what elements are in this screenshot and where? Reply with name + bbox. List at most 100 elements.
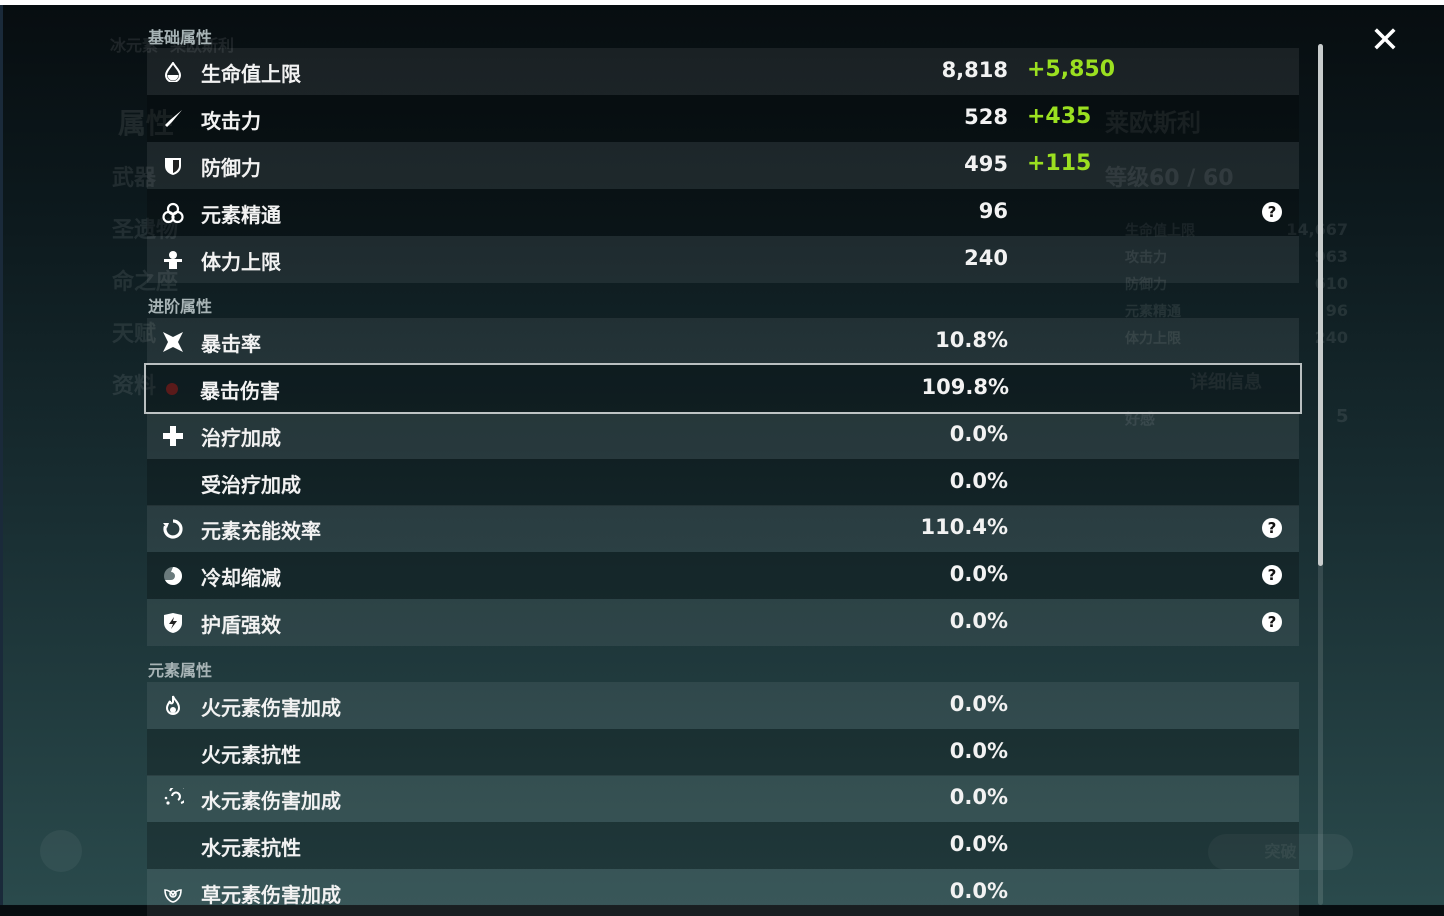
scrollbar-thumb[interactable] bbox=[1318, 44, 1323, 566]
help-icon[interactable]: ? bbox=[1262, 202, 1282, 222]
stat-row[interactable]: 火元素抗性 0.0% bbox=[147, 729, 1299, 776]
stat-row[interactable]: 冷却缩减 0.0%? bbox=[147, 552, 1299, 599]
stat-value: 0.0% bbox=[949, 879, 1008, 903]
bg-side-stat-value: 96 bbox=[1325, 301, 1348, 320]
stat-label: 水元素伤害加成 bbox=[201, 789, 341, 813]
bg-nav-attributes: 属性 bbox=[118, 107, 175, 140]
stat-row[interactable]: 防御力 495 +115 bbox=[147, 142, 1299, 189]
stat-row[interactable]: 草元素伤害加成 0.0% bbox=[147, 869, 1299, 916]
crit-dmg-icon bbox=[160, 377, 184, 401]
help-icon[interactable]: ? bbox=[1262, 612, 1282, 632]
stat-label: 体力上限 bbox=[201, 250, 281, 274]
stat-value: 0.0% bbox=[949, 422, 1008, 446]
stat-label: 火元素伤害加成 bbox=[201, 696, 341, 720]
bg-nav-weapon: 武器 bbox=[112, 166, 157, 191]
stat-row[interactable]: 攻击力 528 +435 bbox=[147, 95, 1299, 142]
shield-strength-icon bbox=[161, 611, 185, 635]
bg-level: 等级60 / 60 bbox=[1105, 166, 1234, 191]
help-icon[interactable]: ? bbox=[1262, 518, 1282, 538]
stat-value: 8,818 bbox=[941, 58, 1008, 82]
section-header: 元素属性 bbox=[148, 661, 213, 680]
sword-icon bbox=[161, 107, 185, 131]
bg-element-name: 冰元素 bbox=[110, 36, 159, 55]
hydro-icon bbox=[161, 787, 185, 811]
healing-cross-icon bbox=[161, 424, 185, 448]
stamina-icon bbox=[161, 248, 185, 272]
stat-row[interactable]: 护盾强效 0.0%? bbox=[147, 599, 1299, 646]
stat-label: 治疗加成 bbox=[201, 426, 281, 450]
stat-value: 110.4% bbox=[920, 515, 1008, 539]
stat-bonus: +435 bbox=[1027, 104, 1092, 129]
stat-value: 0.0% bbox=[949, 785, 1008, 809]
stat-value: 0.0% bbox=[949, 832, 1008, 856]
cooldown-icon bbox=[161, 564, 185, 588]
stat-label: 受治疗加成 bbox=[201, 473, 301, 497]
stat-value: 495 bbox=[964, 152, 1008, 176]
stat-row[interactable]: 水元素抗性 0.0% bbox=[147, 822, 1299, 869]
bg-details-button: 详细信息 bbox=[1190, 372, 1262, 393]
bg-char-name-small: 莱欧斯利 bbox=[170, 36, 235, 55]
stat-label: 火元素抗性 bbox=[201, 743, 301, 767]
stat-row[interactable]: 受治疗加成 0.0% bbox=[147, 459, 1299, 506]
bg-friendship-value: 5 bbox=[1336, 406, 1349, 427]
stat-value: 109.8% bbox=[921, 375, 1009, 399]
stat-row[interactable]: 生命值上限 8,818 +5,850 bbox=[147, 48, 1299, 95]
bg-nav-constellation: 命之座 bbox=[112, 270, 179, 295]
stat-value: 10.8% bbox=[935, 328, 1008, 352]
bg-menu-icon bbox=[40, 830, 82, 872]
stat-row[interactable]: 暴击伤害 109.8% bbox=[144, 363, 1302, 414]
bg-side-stat-label: 体力上限 bbox=[1125, 331, 1181, 347]
stat-row[interactable]: 体力上限 240 bbox=[147, 236, 1299, 283]
window-left-edge bbox=[0, 5, 3, 905]
stat-value: 0.0% bbox=[949, 739, 1008, 763]
stat-bonus: +115 bbox=[1027, 151, 1092, 176]
pyro-icon bbox=[161, 694, 185, 718]
stat-label: 暴击伤害 bbox=[200, 379, 280, 403]
stat-bonus: +5,850 bbox=[1027, 57, 1116, 82]
stat-value: 96 bbox=[978, 199, 1008, 223]
stat-label: 暴击率 bbox=[201, 332, 261, 356]
bg-char-name: 莱欧斯利 bbox=[1105, 109, 1201, 137]
bg-friendship-label: 好感 bbox=[1125, 410, 1156, 428]
stat-value: 240 bbox=[964, 246, 1008, 270]
bg-side-stat-value: 14,667 bbox=[1250, 220, 1348, 239]
stat-value: 0.0% bbox=[949, 469, 1008, 493]
stat-row[interactable]: 火元素伤害加成 0.0% bbox=[147, 682, 1299, 729]
stat-label: 元素精通 bbox=[201, 203, 281, 227]
dendro-icon bbox=[161, 881, 185, 905]
hp-drop-icon bbox=[161, 60, 185, 84]
section-header: 进阶属性 bbox=[148, 297, 213, 316]
stat-value: 0.0% bbox=[949, 562, 1008, 586]
bg-side-stat-label: 生命值上限 bbox=[1125, 223, 1195, 239]
stat-row[interactable]: 元素充能效率 110.4%? bbox=[147, 505, 1299, 552]
stat-label: 生命值上限 bbox=[201, 62, 301, 86]
stat-value: 0.0% bbox=[949, 692, 1008, 716]
stat-label: 元素充能效率 bbox=[201, 519, 321, 543]
bg-ascend-button: 突破 bbox=[1208, 834, 1353, 870]
energy-recharge-icon bbox=[161, 517, 185, 541]
stat-label: 水元素抗性 bbox=[201, 836, 301, 860]
close-icon[interactable]: ✕ bbox=[1369, 20, 1401, 61]
stat-label: 草元素伤害加成 bbox=[201, 883, 341, 907]
window-top-edge bbox=[0, 0, 1444, 5]
section-header: 基础属性 bbox=[148, 28, 213, 47]
bg-nav-talents: 天赋 bbox=[112, 322, 157, 347]
stat-row[interactable]: 元素精通 96? bbox=[147, 189, 1299, 236]
stat-row[interactable]: 水元素伤害加成 0.0% bbox=[147, 775, 1299, 822]
bg-nav-profile: 资料 bbox=[112, 374, 157, 399]
stat-row[interactable]: 暴击率 10.8% bbox=[147, 318, 1299, 365]
bg-side-stat-label: 元素精通 bbox=[1125, 304, 1181, 320]
elemental-mastery-icon bbox=[161, 201, 185, 225]
help-icon[interactable]: ? bbox=[1262, 565, 1282, 585]
stat-label: 冷却缩减 bbox=[201, 566, 281, 590]
bg-side-stat-label: 攻击力 bbox=[1125, 250, 1167, 266]
stat-label: 攻击力 bbox=[201, 109, 261, 133]
stat-value: 0.0% bbox=[949, 609, 1008, 633]
stat-value: 528 bbox=[964, 105, 1008, 129]
shield-icon bbox=[161, 154, 185, 178]
stat-label: 防御力 bbox=[201, 156, 261, 180]
stat-row[interactable]: 治疗加成 0.0% bbox=[147, 412, 1299, 459]
bg-side-stat-label: 防御力 bbox=[1125, 277, 1167, 293]
crit-rate-icon bbox=[161, 330, 185, 354]
stat-label: 护盾强效 bbox=[201, 613, 281, 637]
